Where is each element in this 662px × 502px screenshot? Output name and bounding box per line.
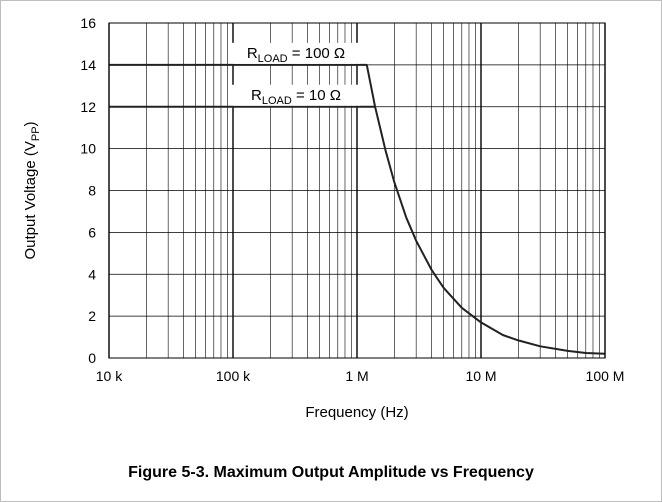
- x-tick-label: 100 M: [586, 368, 625, 384]
- series-line-0: [109, 63, 606, 355]
- y-tick-label: 4: [88, 266, 96, 282]
- tick-labels: 0 2 4 6 8 10 12 14 16 10 k 100 k 1 M 10 M 100 M: [80, 15, 624, 384]
- series-annotations: RLOAD = 100 Ω RLOAD = 10 Ω: [232, 42, 360, 107]
- y-tick-label: 8: [88, 183, 96, 199]
- figure-caption: Figure 5-3. Maximum Output Amplitude vs …: [128, 464, 534, 481]
- x-tick-label: 1 M: [345, 368, 368, 384]
- series-label-rload-10: RLOAD = 10 Ω: [251, 87, 341, 107]
- series-label-rload-100: RLOAD = 100 Ω: [247, 45, 345, 65]
- y-tick-label: 14: [80, 57, 96, 73]
- y-axis-label: Output Voltage (VPP): [22, 121, 42, 259]
- y-tick-label: 2: [88, 308, 96, 324]
- series-label-background: [232, 84, 360, 106]
- y-axis-label-subscript: PP: [30, 126, 42, 141]
- y-tick-label: 12: [80, 99, 96, 115]
- y-tick-label: 16: [80, 15, 96, 31]
- x-tick-label: 100 k: [216, 368, 251, 384]
- y-tick-label: 6: [88, 224, 96, 240]
- y-axis-label-close: ): [22, 121, 39, 126]
- y-tick-label: 10: [80, 141, 96, 157]
- x-tick-label: 10 M: [465, 368, 496, 384]
- x-axis-label: Frequency (Hz): [305, 404, 408, 421]
- x-tick-label: 10 k: [96, 368, 123, 384]
- y-tick-label: 0: [88, 350, 96, 366]
- series-label-background: [232, 42, 360, 64]
- y-axis-label-main: Output Voltage (V: [22, 141, 39, 259]
- plot-border: [108, 22, 606, 359]
- series-layer: [109, 63, 606, 355]
